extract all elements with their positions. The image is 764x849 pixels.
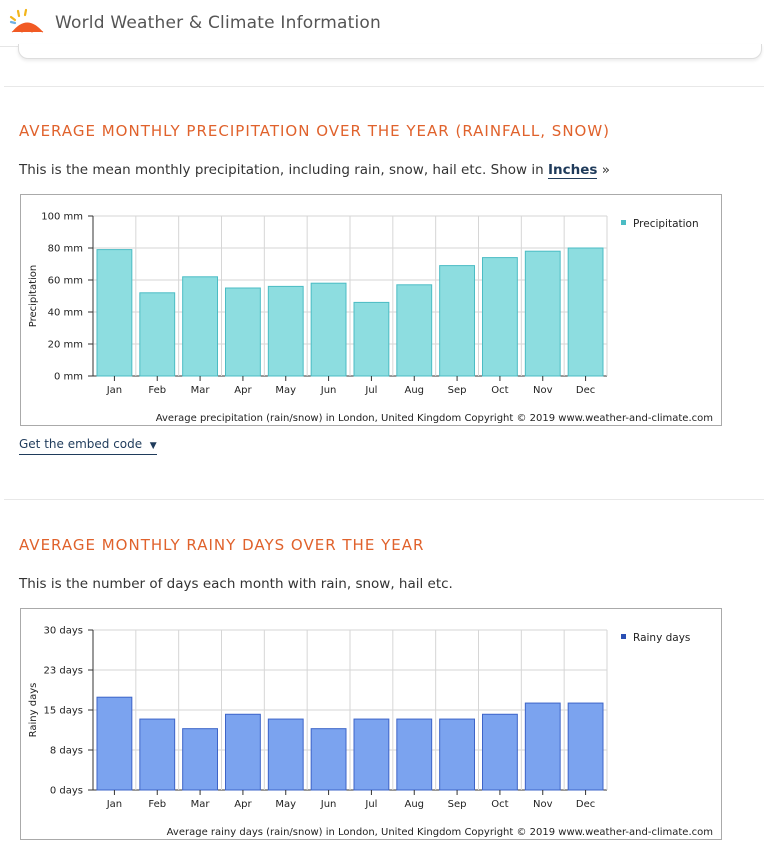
bar-apr bbox=[225, 287, 261, 377]
site-header: World Weather & Climate Information bbox=[0, 0, 762, 47]
bar-jul bbox=[353, 718, 390, 791]
site-title[interactable]: World Weather & Climate Information bbox=[55, 13, 381, 33]
precipitation-description-text: This is the mean monthly precipitation, … bbox=[19, 162, 548, 178]
link-suffix: » bbox=[597, 162, 610, 178]
rainy-days-chart-svg: 0 days 8 days 15 days 23 days 30 days Jan Feb M… bbox=[28, 626, 713, 839]
chevron-down-icon: ▼ bbox=[149, 441, 157, 451]
x-tick-label: Dec bbox=[576, 385, 595, 396]
bar-may bbox=[267, 285, 304, 377]
precipitation-chart: 0 mm 20 mm 40 mm 60 mm 80 mm 100 mm Jan Feb Mar A… bbox=[20, 194, 722, 426]
y-axis-label: Precipitation bbox=[28, 265, 39, 328]
y-tick-label: 30 days bbox=[43, 626, 83, 637]
x-tick-label: May bbox=[275, 799, 296, 810]
x-tick-label: Jun bbox=[320, 385, 337, 396]
bar-aug bbox=[396, 284, 433, 377]
bar-dec bbox=[567, 247, 604, 377]
x-tick-label: Sep bbox=[448, 799, 467, 810]
bar-may bbox=[267, 718, 304, 791]
precipitation-chart-svg: 0 mm 20 mm 40 mm 60 mm 80 mm 100 mm Jan Feb Mar A… bbox=[28, 212, 713, 425]
rainy-days-section-title: AVERAGE MONTHLY RAINY DAYS OVER THE YEAR bbox=[19, 536, 425, 554]
embed-code-toggle[interactable]: Get the embed code ▼ bbox=[19, 437, 157, 455]
y-axis-label: Rainy days bbox=[28, 683, 39, 738]
bar-mar bbox=[182, 728, 219, 791]
bar-dec bbox=[567, 702, 604, 791]
x-tick-label: Nov bbox=[533, 385, 553, 396]
chart-footer: Average precipitation (rain/snow) in Lon… bbox=[156, 413, 713, 424]
x-tick-label: Apr bbox=[234, 385, 252, 396]
x-tick-label: May bbox=[275, 385, 296, 396]
bar-jun bbox=[310, 282, 347, 377]
legend-label: Precipitation bbox=[633, 218, 699, 230]
x-tick-label: Nov bbox=[533, 799, 553, 810]
rainy-days-description: This is the number of days each month wi… bbox=[19, 576, 453, 592]
legend-label: Rainy days bbox=[633, 632, 690, 644]
inches-link[interactable]: Inches bbox=[547, 162, 598, 179]
x-tick-label: Mar bbox=[191, 385, 211, 396]
chart-footer: Average rainy days (rain/snow) in London… bbox=[167, 827, 713, 838]
y-tick-label: 20 mm bbox=[48, 340, 83, 351]
y-tick-label: 0 days bbox=[50, 786, 83, 797]
x-tick-label: Jul bbox=[364, 799, 377, 810]
bar-aug bbox=[396, 718, 433, 791]
x-tick-label: Oct bbox=[491, 385, 508, 396]
bar-nov bbox=[524, 702, 561, 791]
x-tick-label: Apr bbox=[234, 799, 252, 810]
section-divider bbox=[4, 86, 764, 87]
x-tick-label: Jan bbox=[106, 385, 122, 396]
x-tick-label: Feb bbox=[148, 385, 166, 396]
y-tick-label: 15 days bbox=[43, 706, 83, 717]
bar-sep bbox=[439, 265, 475, 377]
y-tick-label: 8 days bbox=[50, 746, 83, 757]
bar-jan bbox=[96, 696, 133, 791]
x-tick-label: Jun bbox=[320, 799, 337, 810]
legend-swatch bbox=[621, 220, 626, 225]
bar-mar bbox=[182, 276, 219, 377]
x-tick-label: Aug bbox=[404, 385, 424, 396]
header-card-edge bbox=[18, 44, 762, 59]
precipitation-description: This is the mean monthly precipitation, … bbox=[19, 162, 610, 179]
bar-jan bbox=[96, 249, 133, 377]
legend-swatch bbox=[621, 634, 626, 639]
y-tick-label: 23 days bbox=[43, 666, 83, 677]
weather-logo-icon[interactable] bbox=[8, 8, 46, 40]
bar-jun bbox=[310, 728, 347, 791]
y-tick-label: 0 mm bbox=[54, 372, 83, 383]
x-tick-label: Jan bbox=[106, 799, 122, 810]
y-tick-label: 60 mm bbox=[48, 276, 83, 287]
bar-oct bbox=[482, 257, 518, 377]
bar-apr bbox=[225, 713, 261, 791]
bar-sep bbox=[439, 718, 475, 791]
x-tick-label: Aug bbox=[404, 799, 424, 810]
bar-nov bbox=[524, 250, 561, 377]
x-tick-label: Sep bbox=[448, 385, 467, 396]
embed-code-label: Get the embed code bbox=[19, 437, 143, 451]
x-tick-label: Mar bbox=[191, 799, 211, 810]
x-tick-label: Oct bbox=[491, 799, 508, 810]
bar-jul bbox=[353, 301, 390, 377]
bar-feb bbox=[139, 718, 176, 791]
y-tick-label: 100 mm bbox=[41, 212, 83, 223]
bar-oct bbox=[482, 713, 518, 791]
x-tick-label: Feb bbox=[148, 799, 166, 810]
y-tick-label: 40 mm bbox=[48, 308, 83, 319]
precipitation-section-title: AVERAGE MONTHLY PRECIPITATION OVER THE Y… bbox=[19, 122, 611, 140]
bar-feb bbox=[139, 292, 176, 377]
section-divider bbox=[4, 499, 764, 500]
x-tick-label: Dec bbox=[576, 799, 595, 810]
rainy-days-chart: 0 days 8 days 15 days 23 days 30 days Jan Feb M… bbox=[20, 608, 722, 840]
y-tick-label: 80 mm bbox=[48, 244, 83, 255]
x-tick-label: Jul bbox=[364, 385, 377, 396]
